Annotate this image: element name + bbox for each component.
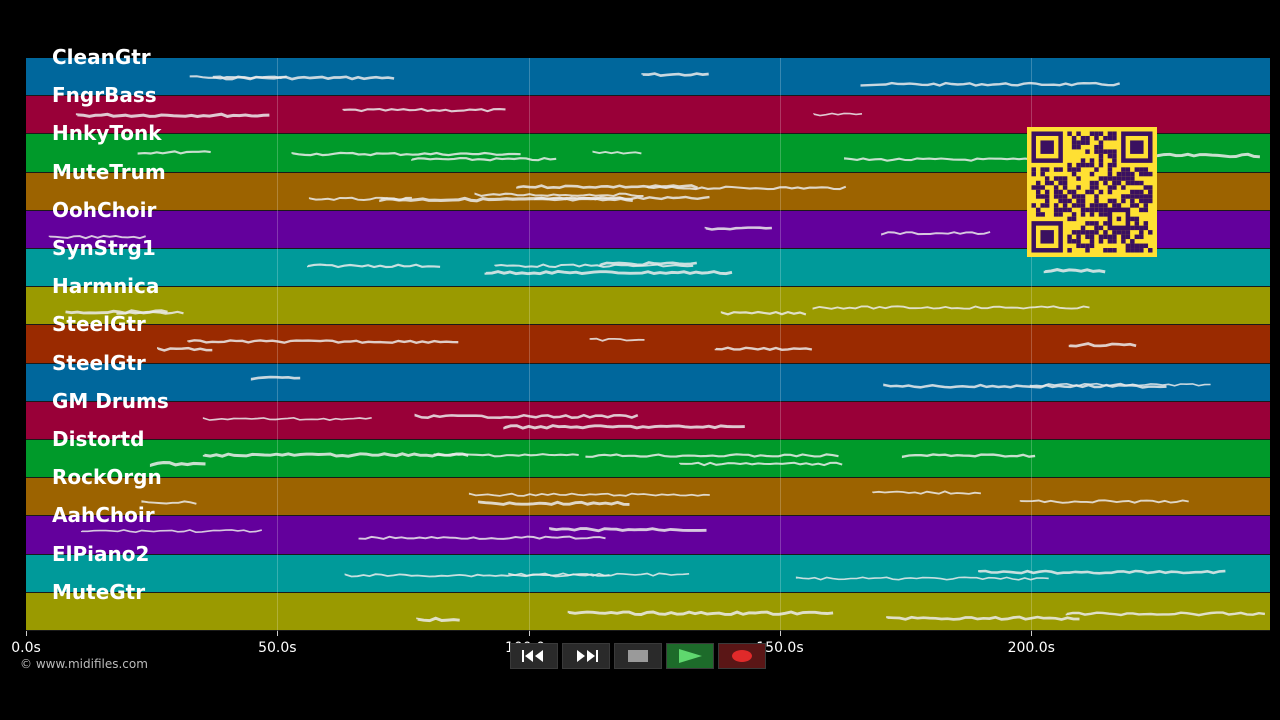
note-trace (80, 527, 707, 541)
play-icon (679, 649, 702, 663)
track-label: ElPiano2 (52, 541, 150, 566)
grid-line (1031, 58, 1033, 631)
track-label: Distortd (52, 427, 145, 451)
track-label: Harmnica (52, 274, 160, 299)
rewind-icon (522, 650, 543, 662)
play-button[interactable] (666, 643, 714, 669)
tick-label: 0.0s (11, 640, 41, 656)
track-row[interactable] (26, 58, 1270, 97)
track-label: FngrBass (52, 83, 157, 108)
fast-forward-icon (577, 650, 598, 662)
track-label: HnkyTonk (52, 121, 162, 146)
note-trace (250, 375, 1211, 389)
grid-line (779, 58, 781, 631)
rewind-button[interactable] (510, 643, 558, 669)
track-row[interactable] (26, 592, 1270, 631)
track-row[interactable] (26, 516, 1270, 555)
track-label: AahChoir (52, 503, 155, 528)
note-trace (149, 452, 1036, 467)
note-trace (65, 305, 1090, 316)
stop-icon (628, 650, 648, 662)
track-row[interactable] (26, 363, 1270, 402)
tick-mark (528, 631, 530, 636)
note-trace (344, 569, 1226, 581)
track-label: SteelGtr (52, 312, 146, 337)
track-row[interactable] (26, 554, 1270, 593)
track-row[interactable] (26, 325, 1270, 364)
tick-mark (1031, 631, 1033, 636)
track-label: RockOrgn (52, 465, 162, 490)
note-trace (189, 72, 1121, 87)
tick-mark (779, 631, 781, 636)
fast-forward-button[interactable] (562, 643, 610, 669)
track-row[interactable] (26, 401, 1270, 440)
track-row[interactable] (26, 440, 1270, 479)
note-trace (75, 108, 863, 119)
track-label: SteelGtr (52, 350, 146, 375)
note-trace (48, 226, 991, 240)
stop-button[interactable] (614, 643, 662, 669)
note-trace (157, 338, 1137, 353)
note-trace (416, 610, 1266, 622)
grid-line (528, 58, 530, 631)
track-label: MuteTrum (52, 159, 166, 184)
transport-controls (510, 643, 770, 669)
tick-label: 200.0s (1007, 640, 1055, 656)
track-label: GM Drums (52, 388, 169, 413)
track-label: MuteGtr (52, 579, 146, 604)
track-row[interactable] (26, 287, 1270, 326)
copyright-text: © www.midifiles.com (20, 657, 148, 671)
note-trace (141, 490, 1189, 507)
tick-label: 150.0s (756, 640, 804, 656)
note-trace (307, 261, 1106, 276)
tick-mark (277, 631, 279, 636)
note-trace (202, 413, 745, 430)
track-label: SynStrg1 (52, 236, 156, 260)
track-row[interactable] (26, 478, 1270, 517)
track-label: OohChoir (52, 197, 157, 222)
tick-label: 50.0s (258, 640, 297, 656)
note-trace (308, 183, 847, 202)
record-button[interactable] (718, 643, 766, 669)
qr-code-icon[interactable] (1027, 127, 1157, 257)
grid-line (277, 58, 279, 631)
tick-mark (26, 631, 27, 636)
track-label: CleanGtr (52, 45, 151, 69)
record-icon (732, 650, 752, 662)
